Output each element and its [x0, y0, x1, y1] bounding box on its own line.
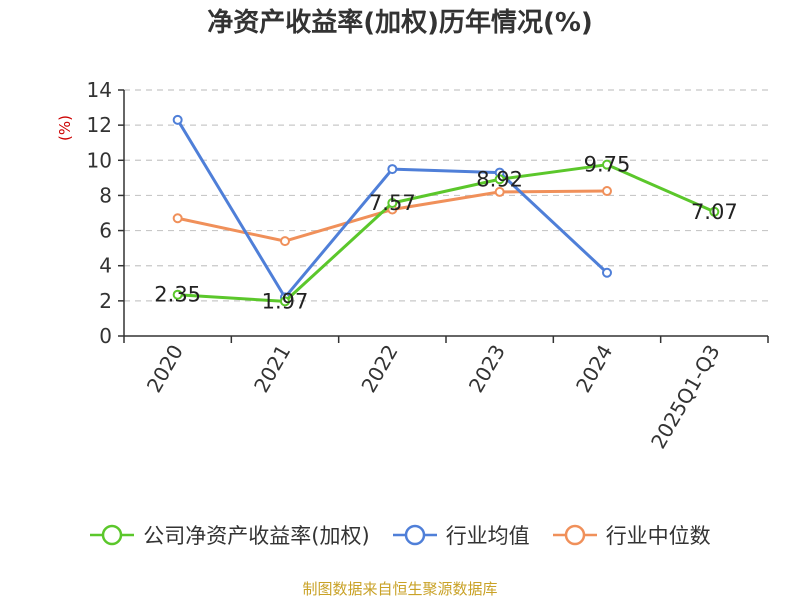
data-point: [387, 164, 398, 175]
y-tick-label: 12: [87, 113, 112, 137]
x-tick-label: 2021: [249, 341, 295, 397]
data-label: 2.35: [154, 283, 201, 307]
legend-label: 公司净资产收益率(加权): [143, 524, 370, 548]
series-line: [177, 163, 715, 303]
legend-line-icon: [552, 524, 597, 546]
line-chart: 0 2 4 6 8 10 12 14 (%) 2020 2021 2022 2023 2024 2025Q1…: [56, 78, 769, 453]
data-point: [172, 213, 183, 224]
data-point: [709, 206, 720, 217]
data-point: [602, 159, 612, 170]
data-point: [494, 186, 505, 197]
legend-item[interactable]: 公司净资产收益率(加权): [89, 520, 370, 550]
legend-line-icon: [392, 524, 437, 546]
y-axis-unit-label: (%): [56, 115, 74, 141]
data-label: 7.07: [691, 200, 738, 224]
x-tick-label: 2023: [464, 340, 510, 396]
y-tick-label: 4: [99, 254, 112, 278]
x-tick-label: 2024: [571, 341, 617, 397]
data-label: 9.75: [584, 153, 631, 177]
y-tick-label: 2: [99, 289, 112, 313]
data-point: [602, 186, 612, 197]
y-tick-label: 14: [87, 78, 112, 102]
x-tick-label: 2022: [356, 341, 402, 397]
x-tick-label: 2025Q1-Q3: [646, 341, 725, 453]
legend-label: 行业中位数: [605, 524, 711, 548]
data-label: 7.57: [369, 191, 416, 215]
y-tick-label: 10: [87, 148, 112, 172]
y-tick-label: 0: [99, 324, 112, 348]
data-point: [387, 197, 398, 208]
y-tick-label: 6: [99, 219, 112, 243]
data-point: [172, 114, 183, 125]
legend-label: 行业均值: [445, 524, 530, 548]
source-footer: 制图数据来自恒生聚源数据库: [302, 580, 498, 598]
chart-title: 净资产收益率(加权)历年情况(%): [207, 8, 593, 38]
x-tick-label: 2020: [142, 341, 188, 397]
legend-item[interactable]: 行业中位数: [552, 520, 711, 550]
legend-line-icon: [90, 524, 135, 546]
data-point: [494, 174, 505, 185]
data-label: 8.92: [476, 167, 523, 191]
data-point: [280, 296, 290, 307]
chart-legend: 公司净资产收益率(加权) 行业均值 行业中位数: [0, 520, 800, 550]
data-point: [602, 267, 612, 278]
y-tick-label: 8: [99, 183, 112, 207]
legend-item[interactable]: 行业均值: [392, 520, 530, 550]
data-point: [172, 289, 183, 300]
data-label: 1.97: [262, 289, 309, 313]
data-point: [280, 236, 290, 247]
